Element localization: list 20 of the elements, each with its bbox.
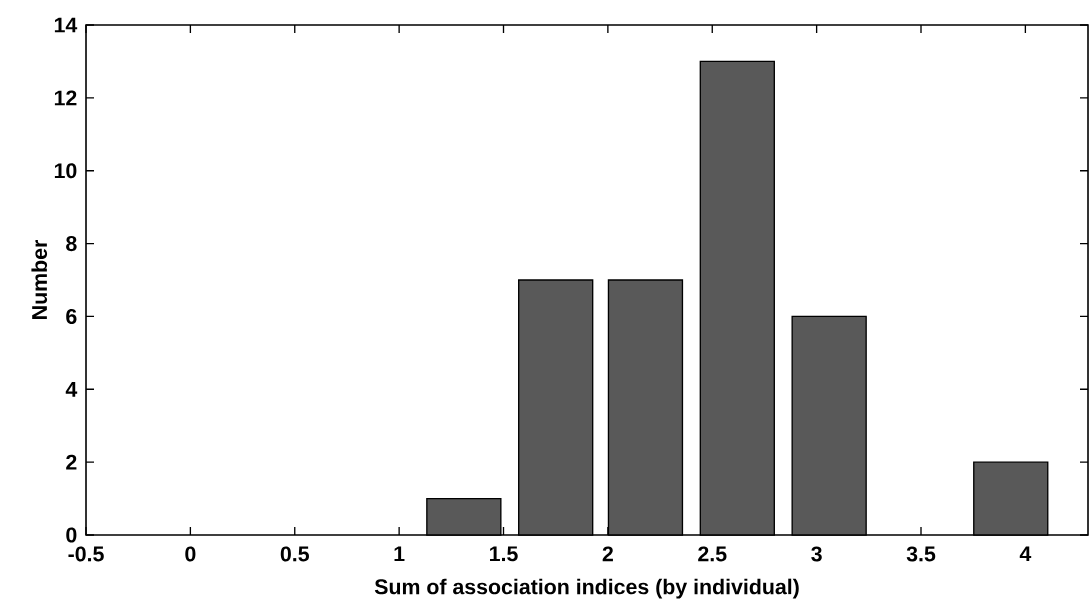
x-tick-label: 1.5: [490, 546, 518, 562]
y-tick-label: 8: [66, 236, 77, 252]
y-tick-label: 10: [54, 163, 77, 179]
y-tick-label: 0: [66, 527, 77, 543]
y-tick-label: 6: [66, 308, 77, 324]
x-tick-label: 2.5: [698, 546, 727, 562]
y-tick-label: 14: [54, 17, 78, 33]
x-tick-label: 2: [602, 546, 613, 562]
x-tick-label: 0.5: [280, 546, 309, 562]
x-tick-label: 4: [1019, 546, 1032, 562]
y-tick-label: 12: [54, 90, 77, 106]
y-axis-title: Number: [31, 240, 48, 319]
x-tick-label: 3: [811, 546, 822, 562]
x-tick-label: 0: [185, 546, 196, 562]
y-tick-label: 2: [66, 454, 77, 470]
x-tick-label: 1: [394, 546, 405, 562]
x-tick-label: 3.5: [906, 546, 936, 562]
x-tick-label: -0.5: [68, 546, 104, 562]
y-tick-label: 4: [65, 381, 78, 397]
x-axis-title: Sum of association indices (by individual): [374, 578, 799, 599]
